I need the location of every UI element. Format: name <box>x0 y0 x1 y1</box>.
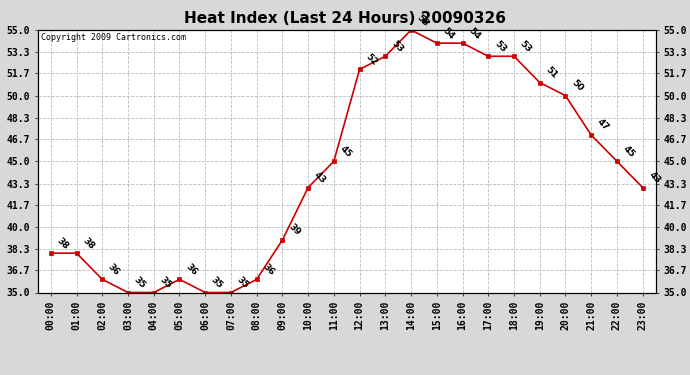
Text: 54: 54 <box>441 26 456 41</box>
Text: 55: 55 <box>415 13 431 28</box>
Text: 53: 53 <box>493 39 508 54</box>
Text: 43: 43 <box>647 170 662 185</box>
Text: 54: 54 <box>466 26 482 41</box>
Text: 53: 53 <box>518 39 533 54</box>
Text: 35: 35 <box>209 275 224 290</box>
Text: 35: 35 <box>158 275 173 290</box>
Text: 38: 38 <box>81 236 96 251</box>
Text: 50: 50 <box>570 78 584 93</box>
Text: 45: 45 <box>338 144 353 159</box>
Text: 43: 43 <box>313 170 328 185</box>
Text: 35: 35 <box>132 275 148 290</box>
Text: 45: 45 <box>621 144 636 159</box>
Text: 53: 53 <box>389 39 405 54</box>
Text: Heat Index (Last 24 Hours) 20090326: Heat Index (Last 24 Hours) 20090326 <box>184 11 506 26</box>
Text: 35: 35 <box>235 275 250 290</box>
Text: 38: 38 <box>55 236 70 251</box>
Text: 36: 36 <box>184 262 199 277</box>
Text: 36: 36 <box>261 262 276 277</box>
Text: 51: 51 <box>544 65 559 80</box>
Text: Copyright 2009 Cartronics.com: Copyright 2009 Cartronics.com <box>41 33 186 42</box>
Text: 52: 52 <box>364 52 379 67</box>
Text: 47: 47 <box>595 117 611 133</box>
Text: 39: 39 <box>286 222 302 238</box>
Text: 36: 36 <box>106 262 121 277</box>
